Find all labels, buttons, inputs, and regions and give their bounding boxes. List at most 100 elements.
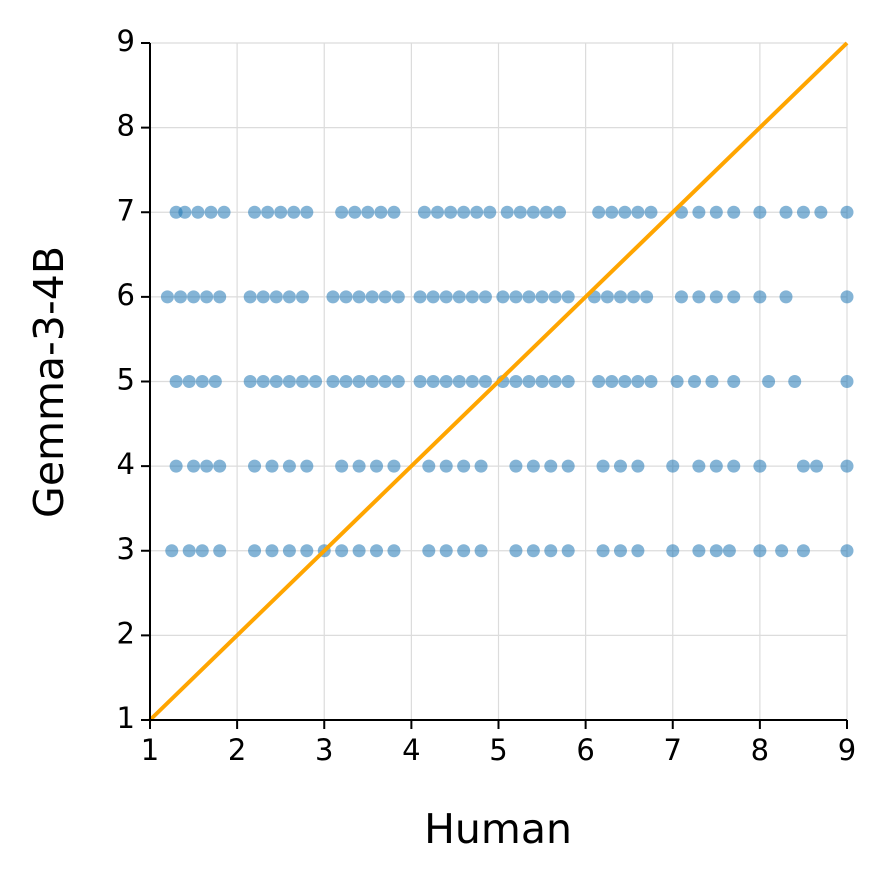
point: [413, 375, 427, 388]
point: [173, 290, 187, 304]
plot-area: [148, 41, 854, 722]
point: [178, 205, 192, 219]
point: [243, 375, 257, 388]
point: [352, 290, 366, 304]
point: [387, 459, 401, 473]
point: [165, 544, 179, 558]
point: [426, 290, 440, 304]
point: [309, 375, 323, 388]
point: [666, 459, 680, 473]
point: [483, 205, 497, 219]
point: [256, 375, 270, 388]
point: [727, 459, 741, 473]
point: [478, 375, 492, 388]
x-tick-label: 3: [315, 733, 333, 767]
point: [274, 205, 288, 219]
point: [500, 205, 514, 219]
point: [282, 375, 296, 388]
y-tick-label: 3: [117, 532, 135, 566]
point: [431, 205, 445, 219]
point: [775, 544, 789, 558]
point: [561, 544, 575, 558]
point: [169, 375, 183, 388]
point: [444, 205, 458, 219]
point: [561, 290, 575, 304]
point: [282, 459, 296, 473]
point: [644, 205, 658, 219]
y-tick-label: 8: [117, 109, 135, 143]
point: [195, 375, 209, 388]
point: [670, 375, 684, 388]
point: [605, 205, 619, 219]
point: [248, 459, 262, 473]
point: [470, 205, 484, 219]
point: [248, 544, 262, 558]
point: [295, 290, 309, 304]
point: [631, 375, 645, 388]
point: [513, 205, 527, 219]
point: [300, 205, 314, 219]
point: [592, 375, 606, 388]
point: [722, 544, 736, 558]
point: [187, 290, 201, 304]
point: [217, 205, 231, 219]
point: [370, 544, 384, 558]
y-tick-label: 7: [117, 193, 135, 227]
y-tick-label: 6: [117, 278, 135, 312]
point: [705, 375, 719, 388]
point: [526, 544, 540, 558]
point: [365, 375, 379, 388]
point: [417, 205, 431, 219]
point: [692, 205, 706, 219]
point: [561, 459, 575, 473]
point: [182, 544, 196, 558]
point: [779, 290, 793, 304]
point: [762, 375, 776, 388]
point: [365, 290, 379, 304]
point: [439, 459, 453, 473]
point: [391, 375, 405, 388]
point: [840, 544, 854, 558]
point: [613, 459, 627, 473]
y-tick-label: 1: [117, 701, 135, 735]
x-axis-label: Human: [424, 805, 572, 853]
point: [840, 290, 854, 304]
point: [753, 290, 767, 304]
point: [544, 459, 558, 473]
point: [335, 544, 349, 558]
point: [692, 544, 706, 558]
point: [522, 375, 536, 388]
point: [387, 205, 401, 219]
point: [282, 290, 296, 304]
point: [552, 205, 566, 219]
point: [452, 375, 466, 388]
point: [261, 205, 275, 219]
point: [248, 205, 262, 219]
point: [439, 544, 453, 558]
axes: 1 2 3 4 5 6 7 8 9 1 2 3 4 5 6 7 8 9: [117, 24, 857, 767]
point: [522, 290, 536, 304]
point: [618, 205, 632, 219]
point: [378, 375, 392, 388]
point: [496, 290, 510, 304]
point: [779, 205, 793, 219]
point: [727, 205, 741, 219]
point: [753, 205, 767, 219]
point: [526, 459, 540, 473]
point: [465, 290, 479, 304]
point: [300, 459, 314, 473]
point: [200, 459, 214, 473]
point: [688, 375, 702, 388]
point: [644, 375, 658, 388]
point: [374, 205, 388, 219]
point: [213, 290, 227, 304]
point: [631, 459, 645, 473]
point: [282, 544, 296, 558]
point: [191, 205, 205, 219]
point: [195, 544, 209, 558]
point: [840, 375, 854, 388]
point: [265, 459, 279, 473]
point: [361, 205, 375, 219]
point: [457, 205, 471, 219]
